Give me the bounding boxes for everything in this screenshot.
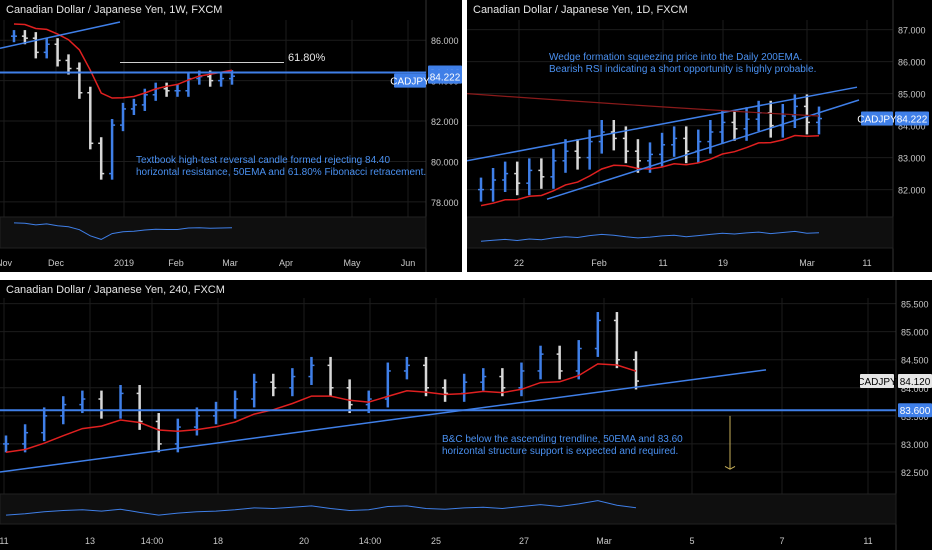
daily-chart-svg: 87.000 86.000 85.000 84.000 83.000 82.000 22 Fe… (467, 0, 929, 272)
weekly-annotation-line-1: Textbook high-test reversal candle forme… (136, 155, 391, 166)
weekly-chart-panel[interactable]: 86.00084.00082.00080.00078.000NovDec2019… (0, 0, 462, 272)
daily-chart-title: Canadian Dollar / Japanese Yen, 1D, FXCM (473, 4, 688, 16)
fib-label: 61.80% (288, 52, 326, 64)
level-price-tag-bg (898, 403, 932, 418)
h4-annotation-line-1: B&C below the ascending trendline, 50EMA… (442, 434, 683, 445)
y-tick-label: 83.000 (901, 440, 929, 450)
x-tick-label: Mar (799, 258, 815, 268)
y-tick-label: 84.000 (901, 384, 929, 394)
y-tick-label: 86.000 (898, 58, 926, 68)
h4-chart-title: Canadian Dollar / Japanese Yen, 240, FXC… (6, 284, 225, 296)
x-tick-label: 25 (431, 536, 441, 546)
x-tick-label: 11 (863, 536, 872, 546)
x-tick-label: 2019 (114, 258, 134, 268)
x-tick-label: 5 (689, 536, 694, 546)
symbol-tag-bg (394, 73, 426, 88)
x-tick-label: Feb (591, 258, 607, 268)
down-arrow-icon (724, 465, 736, 470)
wedge-upper-line (467, 86, 858, 162)
y-tick-label: 85.000 (898, 90, 926, 100)
daily-annotation-line-1: Wedge formation squeezing price into the… (549, 52, 803, 63)
x-tick-label: 14:00 (359, 536, 382, 546)
last-price-tag-bg (895, 111, 929, 126)
last-price-tag: 84.120 (900, 377, 931, 388)
x-tick-label: Mar (596, 536, 612, 546)
rsi-pane (0, 216, 427, 249)
last-price-tag-bg (428, 69, 462, 84)
y-tick-label: 82.000 (898, 186, 926, 196)
x-tick-label: Apr (279, 258, 293, 268)
y-tick-label: 82.500 (901, 468, 929, 478)
weekly-chart-title: Canadian Dollar / Japanese Yen, 1W, FXCM (6, 4, 223, 16)
level-price-tag: 83.600 (900, 406, 931, 417)
h4-annotation-line-2: horizontal structure support is expected… (442, 446, 679, 457)
x-tick-label: Mar (222, 258, 238, 268)
ema-50-line (13, 23, 233, 99)
symbol-tag-bg (861, 111, 893, 126)
daily-chart-panel[interactable]: 87.000 86.000 85.000 84.000 83.000 82.000 22 Fe… (467, 0, 932, 272)
y-tick-label: 84.000 (898, 122, 926, 132)
y-tick-label: 86.000 (431, 36, 459, 46)
x-tick-label: 18 (213, 536, 223, 546)
y-tick-label: 85.500 (901, 300, 929, 310)
weekly-chart-svg: 86.00084.00082.00080.00078.000NovDec2019… (0, 0, 462, 272)
x-tick-label: Feb (168, 258, 184, 268)
x-tick-label: 11 (862, 258, 871, 268)
ascending-trendline (0, 369, 767, 473)
rsi-pane (467, 216, 894, 249)
y-tick-label: 83.000 (898, 154, 926, 164)
x-tick-label: 27 (519, 536, 529, 546)
h4-chart-svg: 85.50085.00084.50084.00083.50083.00082.5… (0, 280, 932, 550)
symbol-tag: CADJPY (390, 77, 430, 88)
y-tick-label: 82.000 (431, 117, 459, 127)
x-tick-label: Nov (0, 258, 12, 268)
ema-50-line (5, 363, 637, 454)
last-price-tag-bg (898, 374, 932, 389)
x-tick-label: 11 (658, 258, 667, 268)
x-tick-label: Dec (48, 258, 65, 268)
x-tick-label: 20 (299, 536, 309, 546)
x-tick-label: Jun (401, 258, 416, 268)
y-tick-label: 78.000 (431, 198, 459, 208)
daily-annotation-line-2: Bearish RSI indicating a short opportuni… (549, 64, 817, 75)
daily-annotation: Wedge formation squeezing price into the… (549, 52, 816, 76)
last-price-tag: 84.222 (897, 115, 928, 126)
y-tick-label: 87.000 (898, 26, 926, 36)
last-price-tag: 84.222 (430, 73, 461, 84)
rsi-line (13, 222, 233, 240)
x-tick-label: 11 (0, 536, 9, 546)
symbol-tag-bg (860, 374, 894, 389)
rsi-line (5, 500, 637, 516)
weekly-annotation: Textbook high-test reversal candle forme… (136, 155, 426, 179)
x-tick-label: 19 (718, 258, 728, 268)
symbol-tag: CADJPY (857, 377, 897, 388)
y-tick-label: 85.000 (901, 328, 929, 338)
symbol-tag: CADJPY (857, 115, 897, 126)
y-tick-label: 84.500 (901, 356, 929, 366)
trendline (0, 21, 121, 50)
ema-50-line (480, 134, 820, 207)
rsi-line (480, 230, 820, 242)
x-tick-label: 22 (514, 258, 524, 268)
x-tick-label: 14:00 (141, 536, 164, 546)
x-tick-label: 7 (779, 536, 784, 546)
wedge-lower-line (546, 99, 860, 200)
y-tick-label: 80.000 (431, 157, 459, 167)
h4-chart-panel[interactable]: 85.50085.00084.50084.00083.50083.00082.5… (0, 280, 932, 550)
h4-annotation: B&C below the ascending trendline, 50EMA… (442, 434, 683, 458)
x-tick-label: 13 (85, 536, 95, 546)
weekly-annotation-line-2: horizontal resistance, 50EMA and 61.80% … (136, 167, 427, 178)
ema-200-line (467, 93, 820, 117)
x-tick-label: May (343, 258, 361, 268)
